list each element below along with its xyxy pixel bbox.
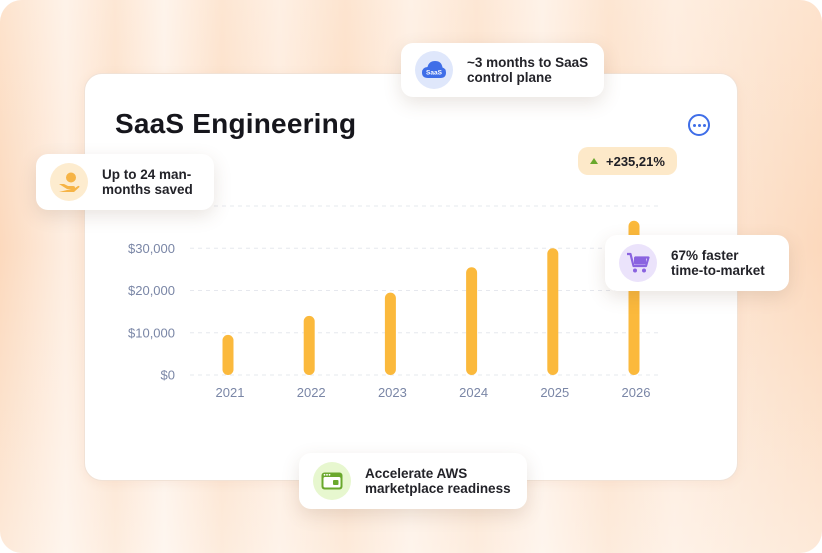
callout-text: Up to 24 man- months saved: [102, 167, 193, 197]
y-tick-label: $30,000: [128, 241, 175, 256]
saas-icon-label: SaaS: [426, 70, 443, 77]
x-tick-label: 2021: [216, 385, 245, 400]
callout-man-months: Up to 24 man- months saved: [36, 154, 214, 210]
callout-text: 67% faster time-to-market: [671, 248, 765, 278]
x-tick-label: 2026: [622, 385, 651, 400]
browser-window-icon: [313, 462, 351, 500]
saas-cloud-icon: SaaS: [415, 51, 453, 89]
callout-text: Accelerate AWS marketplace readiness: [365, 466, 511, 496]
bar: [303, 315, 315, 375]
callout-saas-control-plane: SaaS ~3 months to SaaS control plane: [401, 43, 604, 97]
x-tick-label: 2025: [540, 385, 569, 400]
bar: [384, 292, 396, 375]
x-tick-label: 2023: [378, 385, 407, 400]
coin-hand-icon: [50, 163, 88, 201]
callout-time-to-market: 67% faster time-to-market: [605, 235, 789, 291]
growth-badge-value: +235,21%: [606, 153, 665, 169]
x-tick-label: 2022: [297, 385, 326, 400]
y-tick-label: $0: [161, 368, 175, 383]
growth-badge: +235,21%: [578, 147, 677, 175]
bar: [222, 334, 234, 375]
more-options-icon[interactable]: [688, 114, 710, 136]
callout-text: ~3 months to SaaS control plane: [467, 55, 589, 85]
bar: [466, 267, 478, 375]
page-title: SaaS Engineering: [115, 108, 357, 139]
x-tick-label: 2024: [459, 385, 488, 400]
callout-aws-marketplace: Accelerate AWS marketplace readiness: [299, 453, 527, 509]
bar: [547, 248, 559, 375]
shopping-cart-icon: [619, 244, 657, 282]
y-tick-label: $10,000: [128, 325, 175, 340]
trend-up-icon: [590, 158, 598, 164]
y-tick-label: $20,000: [128, 283, 175, 298]
